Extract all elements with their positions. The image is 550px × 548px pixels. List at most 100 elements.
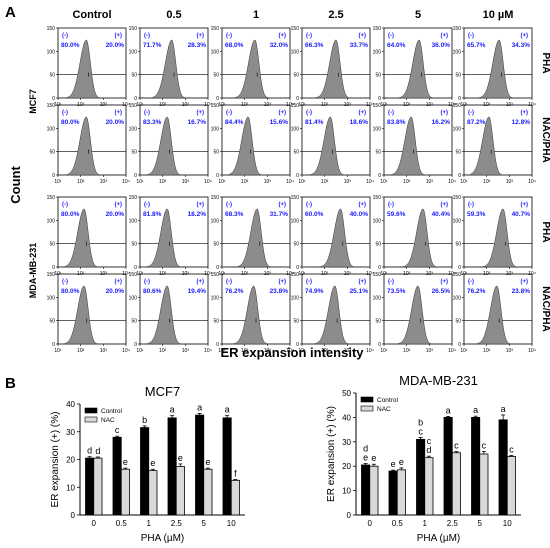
y-tick-label: 0: [134, 96, 137, 102]
x-tick-label: 1: [423, 519, 428, 528]
x-tick-label: 5: [202, 519, 207, 528]
histogram-shape: [228, 39, 288, 99]
significance-letter: f: [234, 468, 237, 478]
significance-letter: d: [87, 446, 92, 456]
bar: [85, 457, 95, 516]
significance-letter: e: [399, 457, 404, 467]
significance-letter: a: [197, 402, 202, 412]
column-header: 10 µM: [483, 9, 514, 21]
y-tick-label: 40: [66, 400, 75, 409]
y-tick-label: 150: [373, 195, 382, 201]
y-tick-label: 150: [211, 272, 220, 278]
pos-percent: 31.7%: [270, 211, 289, 218]
histogram-shape: [308, 285, 368, 345]
y-tick-label: 100: [291, 218, 300, 224]
pos-percent: 20.0%: [106, 42, 125, 49]
histogram-shape: [390, 208, 450, 268]
y-tick-label: 50: [131, 73, 137, 79]
gate-pos-label: (+): [441, 279, 449, 285]
y-tick-label: 50: [375, 242, 381, 248]
gate-pos-label: (+): [115, 279, 123, 285]
x-axis-label: PHA (µM): [417, 533, 461, 544]
gate-pos-label: (+): [197, 33, 205, 39]
y-tick-label: 0: [458, 265, 461, 271]
gate-pos-label: (+): [115, 202, 123, 208]
y-tick-label: 10: [66, 483, 75, 492]
x-tick-label: 10³: [426, 348, 434, 354]
significance-letter: e: [205, 457, 210, 467]
bar: [369, 465, 379, 516]
y-tick-label: 50: [49, 242, 55, 248]
treatment-label: PHA: [540, 221, 550, 242]
bar: [230, 479, 240, 516]
histogram-shape: [470, 39, 530, 99]
neg-percent: 71.7%: [143, 42, 162, 49]
y-tick-label: 100: [47, 49, 56, 55]
x-tick-label: 10⁴: [204, 348, 212, 354]
significance-letter: d: [426, 445, 431, 455]
neg-percent: 68.3%: [225, 211, 244, 218]
y-tick-label: 0: [378, 96, 381, 102]
gate-neg-label: (-): [62, 110, 68, 116]
gate-neg-label: (-): [468, 33, 474, 39]
y-tick-label: 50: [375, 319, 381, 325]
y-tick-label: 0: [216, 265, 219, 271]
x-tick-label: 10³: [506, 179, 514, 185]
bar: [195, 414, 205, 516]
bar: [175, 466, 185, 516]
x-tick-label: 10⁴: [528, 179, 536, 185]
histogram-shape: [64, 208, 124, 268]
gate-pos-label: (+): [359, 279, 367, 285]
x-tick-label: 10: [503, 519, 512, 528]
histogram-shape: [64, 116, 124, 176]
y-tick-label: 150: [373, 272, 382, 278]
x-tick-label: 10³: [264, 179, 272, 185]
gate-neg-label: (-): [306, 33, 312, 39]
y-tick-label: 0: [134, 173, 137, 179]
x-tick-label: 10¹: [136, 348, 144, 354]
y-tick-label: 100: [453, 295, 462, 301]
gate-neg-label: (-): [144, 33, 150, 39]
bar: [479, 453, 489, 516]
bar: [203, 468, 213, 516]
x-tick-label: 10¹: [54, 179, 62, 185]
significance-letter: e: [123, 457, 128, 467]
x-tick-label: 10¹: [218, 348, 226, 354]
neg-percent: 73.5%: [387, 288, 406, 295]
x-tick-label: 10¹: [380, 348, 388, 354]
y-tick-label: 150: [47, 272, 56, 278]
y-tick-label: 20: [342, 462, 351, 471]
significance-letter: b: [142, 415, 147, 425]
y-tick-label: 20: [66, 456, 75, 465]
gate-neg-label: (-): [144, 202, 150, 208]
pos-percent: 26.5%: [432, 288, 451, 295]
bar: [451, 452, 461, 516]
x-tick-label: 10²: [77, 348, 85, 354]
x-tick-label: 1: [147, 519, 152, 528]
x-tick-label: 10¹: [136, 179, 144, 185]
x-tick-label: 10⁴: [122, 179, 130, 185]
bar: [112, 436, 122, 516]
gate-neg-label: (-): [388, 279, 394, 285]
x-tick-label: 10⁴: [286, 348, 294, 354]
y-tick-label: 150: [47, 103, 56, 109]
x-tick-label: 10²: [483, 179, 491, 185]
y-tick-label: 0: [216, 342, 219, 348]
er-intensity-axis-label: ER expansion intensity: [220, 345, 364, 360]
y-tick-label: 100: [453, 126, 462, 132]
histogram-shape: [308, 39, 368, 99]
legend-swatch: [84, 416, 98, 423]
significance-letter: e: [150, 458, 155, 468]
pos-percent: 19.4%: [188, 288, 207, 295]
y-tick-label: 150: [373, 26, 382, 32]
histogram-shape: [308, 116, 368, 176]
y-tick-label: 150: [453, 26, 462, 32]
